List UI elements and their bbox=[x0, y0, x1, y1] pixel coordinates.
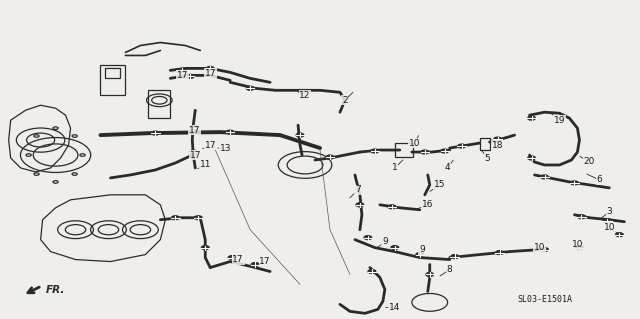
Text: 2: 2 bbox=[342, 96, 348, 105]
Circle shape bbox=[202, 246, 209, 249]
Text: 10: 10 bbox=[409, 138, 420, 148]
Text: 9: 9 bbox=[382, 237, 388, 246]
Circle shape bbox=[577, 215, 585, 219]
Text: 15: 15 bbox=[434, 180, 445, 189]
Circle shape bbox=[296, 133, 304, 137]
Text: 17: 17 bbox=[259, 257, 271, 266]
Text: 5: 5 bbox=[484, 153, 490, 162]
Text: 13: 13 bbox=[220, 144, 231, 152]
Circle shape bbox=[179, 69, 186, 72]
Circle shape bbox=[528, 156, 536, 160]
Text: 16: 16 bbox=[422, 200, 433, 209]
Circle shape bbox=[227, 130, 234, 134]
Circle shape bbox=[207, 66, 214, 70]
Circle shape bbox=[186, 74, 194, 78]
Bar bbox=[395, 143, 413, 157]
Circle shape bbox=[252, 263, 259, 266]
Text: SL03-E1501A: SL03-E1501A bbox=[517, 295, 572, 304]
Circle shape bbox=[195, 216, 202, 220]
Circle shape bbox=[616, 233, 623, 237]
Text: 20: 20 bbox=[584, 158, 595, 167]
Circle shape bbox=[441, 149, 449, 153]
Text: 17: 17 bbox=[232, 255, 244, 264]
Circle shape bbox=[575, 246, 583, 249]
Text: 11: 11 bbox=[200, 160, 211, 169]
Circle shape bbox=[496, 251, 504, 255]
Circle shape bbox=[494, 137, 502, 141]
Text: 17: 17 bbox=[205, 141, 216, 150]
Circle shape bbox=[451, 255, 458, 258]
Circle shape bbox=[416, 253, 424, 256]
Text: 4: 4 bbox=[445, 163, 451, 173]
Text: FR.: FR. bbox=[46, 285, 66, 295]
Text: 3: 3 bbox=[607, 207, 612, 216]
Text: 10: 10 bbox=[534, 243, 545, 252]
Text: 17: 17 bbox=[189, 151, 201, 160]
Bar bbox=[106, 68, 120, 78]
Bar bbox=[479, 138, 490, 150]
Text: 6: 6 bbox=[596, 175, 602, 184]
Circle shape bbox=[528, 116, 536, 120]
Text: 17: 17 bbox=[189, 126, 200, 135]
Text: 9: 9 bbox=[419, 245, 425, 254]
Circle shape bbox=[189, 150, 197, 154]
Bar bbox=[148, 90, 170, 118]
Circle shape bbox=[391, 246, 399, 249]
Bar bbox=[100, 65, 125, 95]
Circle shape bbox=[152, 131, 159, 135]
Text: 10: 10 bbox=[604, 223, 615, 232]
Text: 19: 19 bbox=[554, 116, 565, 125]
Text: 7: 7 bbox=[355, 185, 361, 194]
Circle shape bbox=[172, 216, 179, 220]
Circle shape bbox=[426, 273, 433, 276]
Text: 8: 8 bbox=[447, 265, 452, 274]
Text: 10: 10 bbox=[572, 240, 583, 249]
Circle shape bbox=[421, 150, 429, 154]
Text: 17: 17 bbox=[177, 71, 188, 80]
Circle shape bbox=[364, 236, 372, 240]
Circle shape bbox=[458, 144, 465, 148]
Circle shape bbox=[388, 205, 396, 209]
Text: 12: 12 bbox=[300, 91, 311, 100]
Circle shape bbox=[326, 155, 334, 159]
Text: 18: 18 bbox=[492, 141, 504, 150]
Circle shape bbox=[228, 256, 236, 259]
Text: 1: 1 bbox=[392, 163, 397, 173]
Circle shape bbox=[571, 181, 579, 185]
Circle shape bbox=[246, 86, 254, 90]
Text: 14: 14 bbox=[389, 303, 401, 312]
Circle shape bbox=[604, 219, 611, 223]
Circle shape bbox=[371, 149, 379, 153]
Circle shape bbox=[189, 126, 197, 130]
Circle shape bbox=[541, 248, 548, 251]
Text: 17: 17 bbox=[205, 69, 216, 78]
Circle shape bbox=[541, 175, 548, 179]
Circle shape bbox=[356, 203, 364, 207]
Circle shape bbox=[368, 270, 376, 273]
